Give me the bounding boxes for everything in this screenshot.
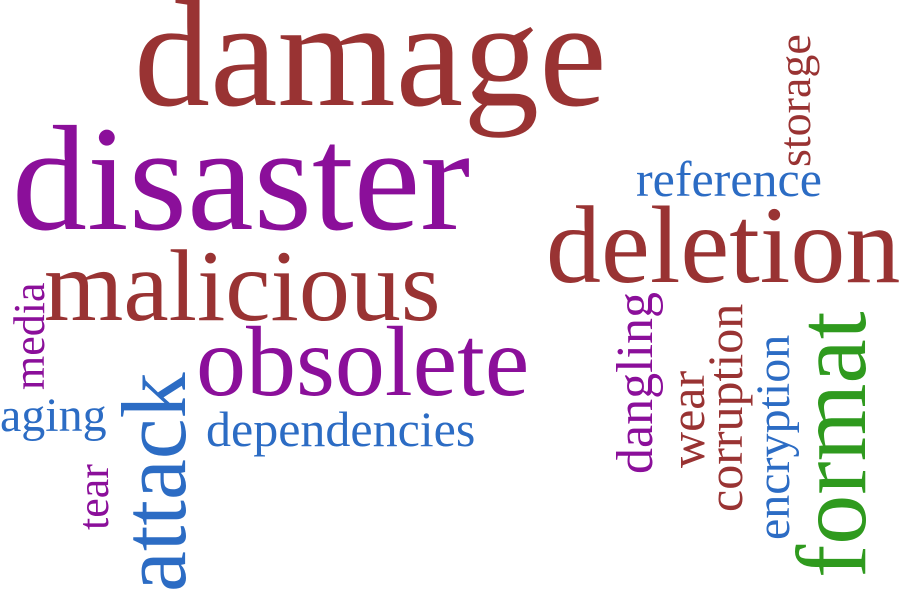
word-dependencies: dependencies — [206, 401, 476, 457]
word-reference: reference — [636, 151, 822, 207]
word-damage: damage — [134, 0, 607, 138]
word-corruption: corruption — [697, 303, 753, 512]
word-aging: aging — [0, 389, 107, 442]
word-format: format — [776, 311, 887, 578]
word-disaster: disaster — [12, 96, 471, 262]
word-tear: tear — [69, 464, 118, 530]
word-media: media — [5, 282, 54, 390]
word-deletion: deletion — [546, 184, 900, 306]
word-attack: attack — [103, 372, 205, 591]
word-dangling: dangling — [607, 292, 664, 474]
word-storage: storage — [769, 34, 820, 167]
word-obsolete: obsolete — [196, 306, 530, 417]
word-malicious: malicious — [44, 230, 441, 343]
